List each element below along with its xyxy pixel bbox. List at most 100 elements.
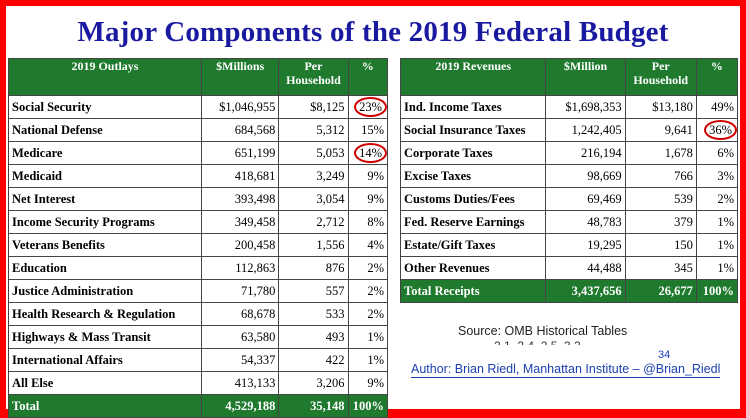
outlays-row: Social Security $1,046,955 $8,125 23% bbox=[8, 95, 388, 119]
outlays-row-per-household: 5,312 bbox=[278, 118, 349, 142]
outlays-row-pct: 8% bbox=[347, 210, 388, 234]
outlays-row-millions: 54,337 bbox=[200, 348, 280, 372]
outlays-row-per-household: 533 bbox=[278, 302, 349, 326]
outlays-header-row: 2019 Outlays $Millions Per Household % bbox=[8, 58, 388, 96]
outlays-header-per-household: Per Household bbox=[278, 58, 349, 96]
outlays-row-millions: $1,046,955 bbox=[200, 95, 280, 119]
revenues-header-row: 2019 Revenues $Million Per Household % bbox=[399, 58, 739, 96]
outlays-row-per-household: 876 bbox=[278, 256, 349, 280]
revenues-row-per-household: 539 bbox=[624, 187, 697, 211]
outlays-row: Health Research & Regulation 68,678 533 2% bbox=[8, 302, 388, 326]
revenues-row-pct: 3% bbox=[695, 164, 739, 188]
revenues-row-per-household: 1,678 bbox=[624, 141, 697, 165]
revenues-row-label: Fed. Reserve Earnings bbox=[399, 210, 547, 234]
outlays-row-millions: 651,199 bbox=[200, 141, 280, 165]
outlays-row: Veterans Benefits 200,458 1,556 4% bbox=[8, 233, 388, 257]
revenues-row-millions: 1,242,405 bbox=[545, 118, 626, 142]
revenues-total-row: Total Receipts 3,437,656 26,677 100% bbox=[399, 279, 739, 303]
outlays-row-label: International Affairs bbox=[8, 348, 202, 372]
outlays-row-label: Education bbox=[8, 256, 202, 280]
outlays-row-per-household: 3,206 bbox=[278, 371, 349, 395]
revenues-row-label: Corporate Taxes bbox=[399, 141, 547, 165]
outlays-body: Social Security $1,046,955 $8,125 23% Nation… bbox=[8, 95, 388, 418]
outlays-row-pct: 2% bbox=[347, 279, 388, 303]
revenues-row-label: Ind. Income Taxes bbox=[399, 95, 547, 119]
outlays-pct-circle-highlight: 14% bbox=[354, 143, 387, 163]
outlays-row-pct: 1% bbox=[347, 348, 388, 372]
outlays-row-millions: 418,681 bbox=[200, 164, 280, 188]
revenues-row: Ind. Income Taxes $1,698,353 $13,180 49% bbox=[399, 95, 739, 119]
outlays-row: Net Interest 393,498 3,054 9% bbox=[8, 187, 388, 211]
outlays-total-row: Total 4,529,188 35,148 100% bbox=[8, 394, 388, 418]
outlays-row-pct: 15% bbox=[347, 118, 388, 142]
revenues-row: Excise Taxes 98,669 766 3% bbox=[399, 164, 739, 188]
outlays-row-label: Health Research & Regulation bbox=[8, 302, 202, 326]
outlays-header-millions: $Millions bbox=[200, 58, 280, 96]
outlays-row: International Affairs 54,337 422 1% bbox=[8, 348, 388, 372]
revenues-row-millions: 19,295 bbox=[545, 233, 626, 257]
outlays-row: Medicare 651,199 5,053 14% bbox=[8, 141, 388, 165]
revenues-row: Customs Duties/Fees 69,469 539 2% bbox=[399, 187, 739, 211]
outlays-header-category: 2019 Outlays bbox=[8, 58, 202, 96]
outlays-row-millions: 63,580 bbox=[200, 325, 280, 349]
revenues-total-per-household: 26,677 bbox=[624, 279, 697, 303]
revenues-row-per-household: 9,641 bbox=[624, 118, 697, 142]
revenues-row-pct: 36% bbox=[695, 118, 739, 142]
outlays-row-pct: 14% bbox=[347, 141, 388, 165]
outlays-row-label: National Defense bbox=[8, 118, 202, 142]
outlays-row-label: Income Security Programs bbox=[8, 210, 202, 234]
outlays-row: Medicaid 418,681 3,249 9% bbox=[8, 164, 388, 188]
outlays-row-pct: 9% bbox=[347, 164, 388, 188]
outlays-total-label: Total bbox=[8, 394, 202, 418]
outlays-row-pct: 9% bbox=[347, 187, 388, 211]
outlays-row-millions: 393,498 bbox=[200, 187, 280, 211]
revenues-row-label: Estate/Gift Taxes bbox=[399, 233, 547, 257]
outlays-row-label: Net Interest bbox=[8, 187, 202, 211]
revenues-header-pct: % bbox=[695, 58, 739, 96]
outlays-row-millions: 200,458 bbox=[200, 233, 280, 257]
outlays-row-pct: 9% bbox=[347, 371, 388, 395]
outlays-row-label: Highways & Mass Transit bbox=[8, 325, 202, 349]
outlays-row-per-household: 557 bbox=[278, 279, 349, 303]
revenues-row-pct: 6% bbox=[695, 141, 739, 165]
slide-title: Major Components of the 2019 Federal Bud… bbox=[77, 16, 669, 48]
outlays-row-per-household: 493 bbox=[278, 325, 349, 349]
author-credit[interactable]: Author: Brian Riedl, Manhattan Institute… bbox=[411, 362, 721, 378]
outlays-total-pct: 100% bbox=[347, 394, 388, 418]
outlays-row-millions: 68,678 bbox=[200, 302, 280, 326]
outlays-row: Education 112,863 876 2% bbox=[8, 256, 388, 280]
outlays-header-pct: % bbox=[347, 58, 388, 96]
revenues-header-per-household: Per Household bbox=[624, 58, 697, 96]
outlays-pct-circle-highlight: 23% bbox=[354, 97, 387, 117]
outlays-row-millions: 684,568 bbox=[200, 118, 280, 142]
revenues-total-label: Total Receipts bbox=[399, 279, 547, 303]
revenues-row-pct: 49% bbox=[695, 95, 739, 119]
revenues-row-millions: $1,698,353 bbox=[545, 95, 626, 119]
outlays-row-pct: 1% bbox=[347, 325, 388, 349]
revenues-row-pct: 2% bbox=[695, 187, 739, 211]
revenues-row: Corporate Taxes 216,194 1,678 6% bbox=[399, 141, 739, 165]
outlays-row-per-household: 3,249 bbox=[278, 164, 349, 188]
revenues-header-category: 2019 Revenues bbox=[399, 58, 547, 96]
revenues-row-millions: 69,469 bbox=[545, 187, 626, 211]
outlays-row-label: Justice Administration bbox=[8, 279, 202, 303]
outlays-row: All Else 413,133 3,206 9% bbox=[8, 371, 388, 395]
source-note: Source: OMB Historical Tables bbox=[458, 324, 628, 338]
revenues-row-millions: 44,488 bbox=[545, 256, 626, 280]
outlays-row-millions: 71,780 bbox=[200, 279, 280, 303]
outlays-row-per-household: 1,556 bbox=[278, 233, 349, 257]
revenues-row-pct: 1% bbox=[695, 256, 739, 280]
revenues-row-millions: 98,669 bbox=[545, 164, 626, 188]
page-number: 34 bbox=[658, 349, 671, 361]
revenues-row-per-household: 150 bbox=[624, 233, 697, 257]
revenues-row-label: Social Insurance Taxes bbox=[399, 118, 547, 142]
revenues-table: 2019 Revenues $Million Per Household % I… bbox=[399, 58, 739, 303]
revenues-row-per-household: $13,180 bbox=[624, 95, 697, 119]
slide: Major Components of the 2019 Federal Bud… bbox=[6, 6, 740, 418]
outlays-total-millions: 4,529,188 bbox=[200, 394, 280, 418]
revenues-pct-circle-highlight: 36% bbox=[704, 120, 737, 140]
outlays-row-per-household: $8,125 bbox=[278, 95, 349, 119]
revenues-row-pct: 1% bbox=[695, 233, 739, 257]
revenues-header-millions: $Million bbox=[545, 58, 626, 96]
outlays-row-pct: 2% bbox=[347, 256, 388, 280]
